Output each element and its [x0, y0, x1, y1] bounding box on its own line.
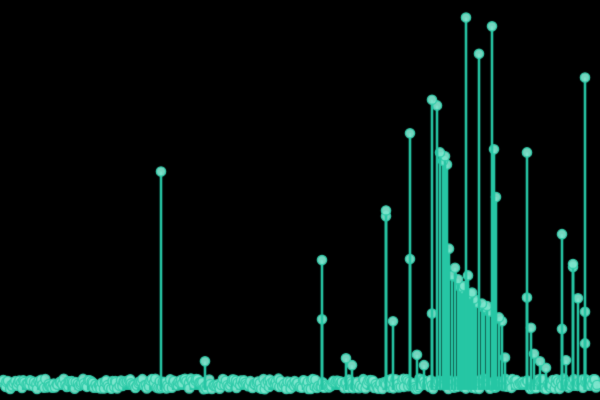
stem-plot-canvas: [0, 0, 600, 400]
stem-plot-figure: [0, 0, 600, 400]
